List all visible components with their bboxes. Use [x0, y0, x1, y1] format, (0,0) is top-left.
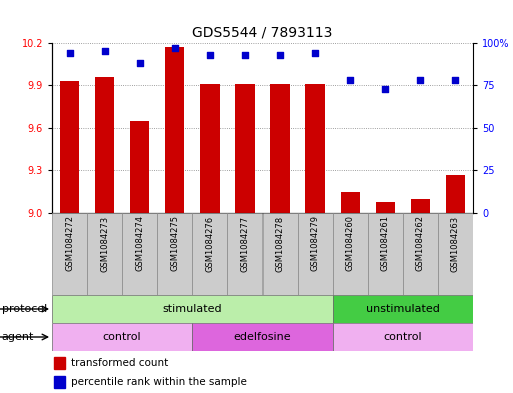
Bar: [122, 213, 157, 295]
Text: edelfosine: edelfosine: [234, 332, 291, 342]
Point: [171, 45, 179, 51]
Bar: [332, 213, 368, 295]
Bar: [54, 357, 65, 369]
Text: stimulated: stimulated: [163, 304, 222, 314]
Text: GSM1084262: GSM1084262: [416, 215, 425, 272]
Bar: [87, 213, 122, 295]
Bar: [52, 295, 332, 323]
Bar: [52, 213, 87, 295]
Bar: [411, 199, 430, 213]
Point: [206, 52, 214, 58]
Bar: [227, 213, 263, 295]
Point: [66, 50, 74, 56]
Bar: [368, 213, 403, 295]
Bar: [403, 213, 438, 295]
Text: control: control: [384, 332, 422, 342]
Text: GSM1084273: GSM1084273: [100, 215, 109, 272]
Bar: [446, 175, 465, 213]
Bar: [60, 81, 79, 213]
Point: [451, 77, 460, 84]
Bar: [54, 376, 65, 388]
Bar: [165, 47, 185, 213]
Text: agent: agent: [2, 332, 34, 342]
Text: GSM1084276: GSM1084276: [205, 215, 214, 272]
Text: GSM1084278: GSM1084278: [275, 215, 285, 272]
Point: [241, 52, 249, 58]
Title: GDS5544 / 7893113: GDS5544 / 7893113: [192, 25, 333, 39]
Text: percentile rank within the sample: percentile rank within the sample: [71, 377, 247, 387]
Point: [135, 60, 144, 66]
Text: GSM1084277: GSM1084277: [241, 215, 249, 272]
Bar: [235, 84, 254, 213]
Bar: [438, 213, 473, 295]
Text: control: control: [103, 332, 142, 342]
Text: protocol: protocol: [2, 304, 47, 314]
Text: unstimulated: unstimulated: [366, 304, 440, 314]
Text: GSM1084263: GSM1084263: [451, 215, 460, 272]
Bar: [200, 84, 220, 213]
Bar: [130, 121, 149, 213]
Bar: [192, 213, 227, 295]
Bar: [270, 84, 290, 213]
Point: [276, 52, 284, 58]
Point: [416, 77, 424, 84]
Point: [381, 86, 389, 92]
Text: GSM1084261: GSM1084261: [381, 215, 390, 272]
Point: [311, 50, 319, 56]
Point: [346, 77, 354, 84]
Bar: [263, 213, 298, 295]
Bar: [298, 213, 332, 295]
Bar: [332, 295, 473, 323]
Text: GSM1084260: GSM1084260: [346, 215, 354, 272]
Text: GSM1084275: GSM1084275: [170, 215, 179, 272]
Point: [101, 48, 109, 55]
Bar: [192, 323, 332, 351]
Bar: [341, 192, 360, 213]
Bar: [305, 84, 325, 213]
Bar: [157, 213, 192, 295]
Bar: [332, 323, 473, 351]
Text: GSM1084279: GSM1084279: [311, 215, 320, 272]
Bar: [95, 77, 114, 213]
Text: GSM1084272: GSM1084272: [65, 215, 74, 272]
Text: transformed count: transformed count: [71, 358, 168, 368]
Bar: [52, 323, 192, 351]
Text: GSM1084274: GSM1084274: [135, 215, 144, 272]
Bar: [376, 202, 395, 213]
